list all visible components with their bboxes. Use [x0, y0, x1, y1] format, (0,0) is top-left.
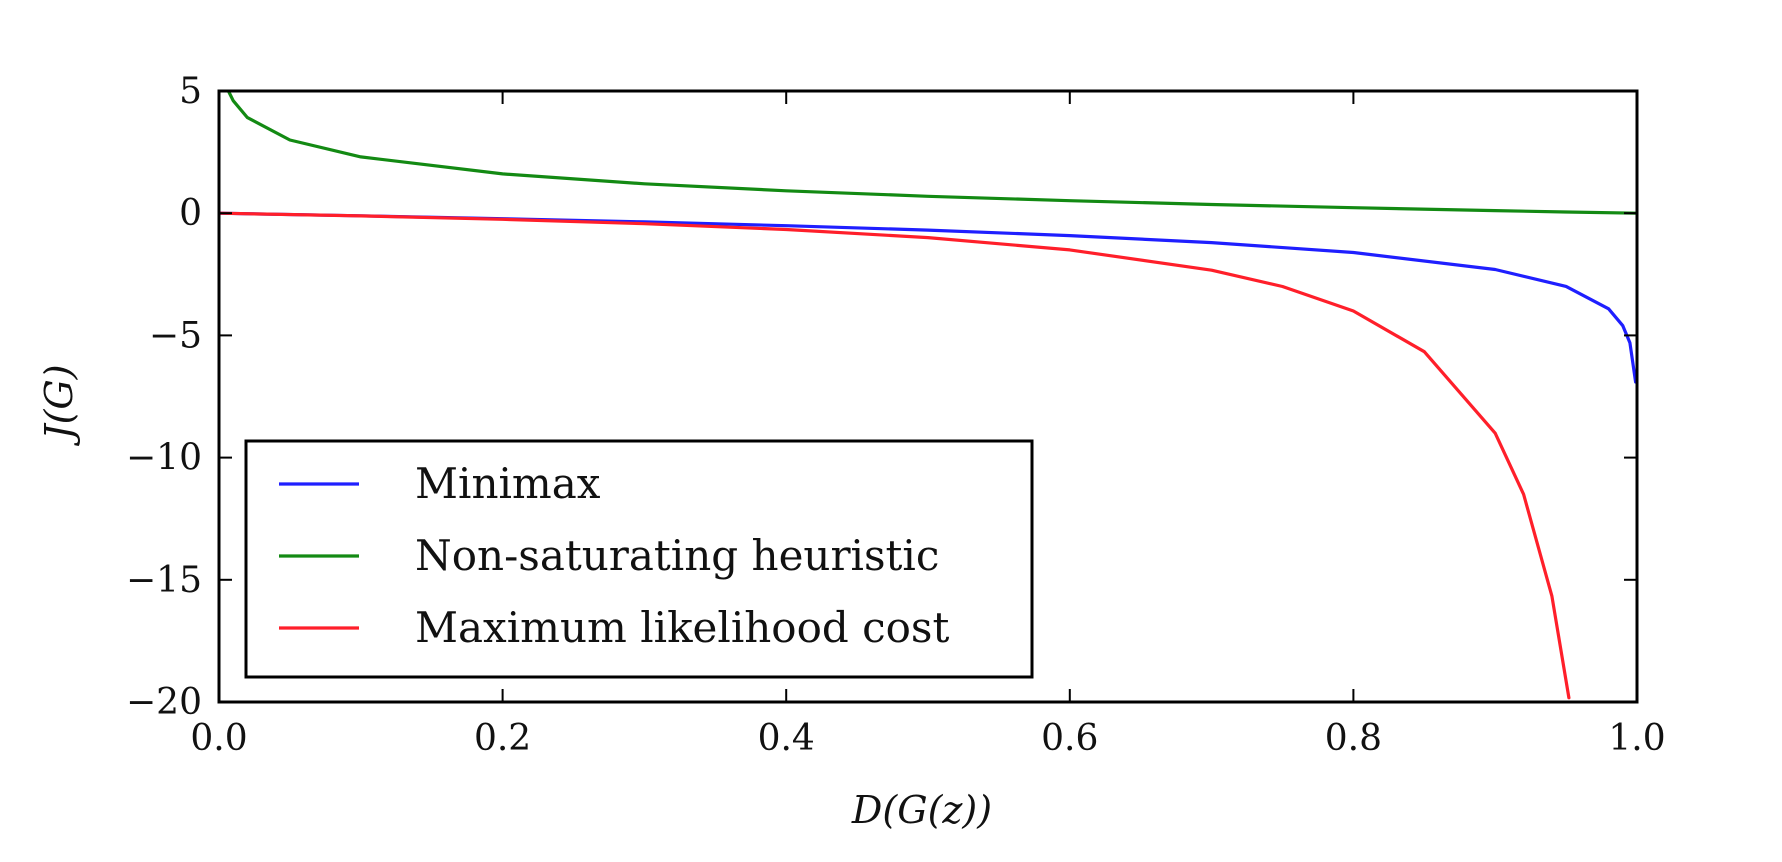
series-lines: [219, 91, 1637, 700]
y-axis-label: J(G): [37, 364, 81, 446]
x-tick-label: 0.6: [1041, 718, 1098, 759]
y-tick-label: 0: [179, 193, 202, 234]
y-tick-label: −10: [126, 438, 202, 479]
x-tick-label: 0.0: [190, 718, 247, 759]
legend-label: Non-saturating heuristic: [415, 531, 939, 580]
x-tick-label: 0.8: [1325, 718, 1382, 759]
plot-area: 0.0 0.2 0.4 0.6 0.8 1.0 5 0 −5 −10 −15 −20 Minimax No…: [126, 71, 1666, 759]
legend-label: Maximum likelihood cost: [415, 603, 949, 652]
y-tick-label: −20: [126, 682, 202, 723]
y-tick-label: −15: [126, 560, 202, 601]
y-tick-label: 5: [179, 71, 202, 112]
x-tick-label: 0.2: [474, 718, 531, 759]
plot-frame: [217, 89, 1639, 704]
y-tick-label: −5: [149, 315, 202, 356]
x-tick-label: 1.0: [1608, 718, 1665, 759]
legend: Minimax Non-saturating heuristic Maximum l…: [244, 439, 1034, 679]
y-axis-label-group: J(G): [37, 364, 81, 446]
x-tick-label: 0.4: [758, 718, 815, 759]
series-line-non-saturating-heuristic: [227, 91, 1637, 215]
legend-box: [244, 439, 1034, 679]
x-axis-label: D(G(z)): [851, 788, 992, 832]
legend-label: Minimax: [415, 459, 601, 508]
series-line-maximum-likelihood-cost: [219, 211, 1571, 700]
